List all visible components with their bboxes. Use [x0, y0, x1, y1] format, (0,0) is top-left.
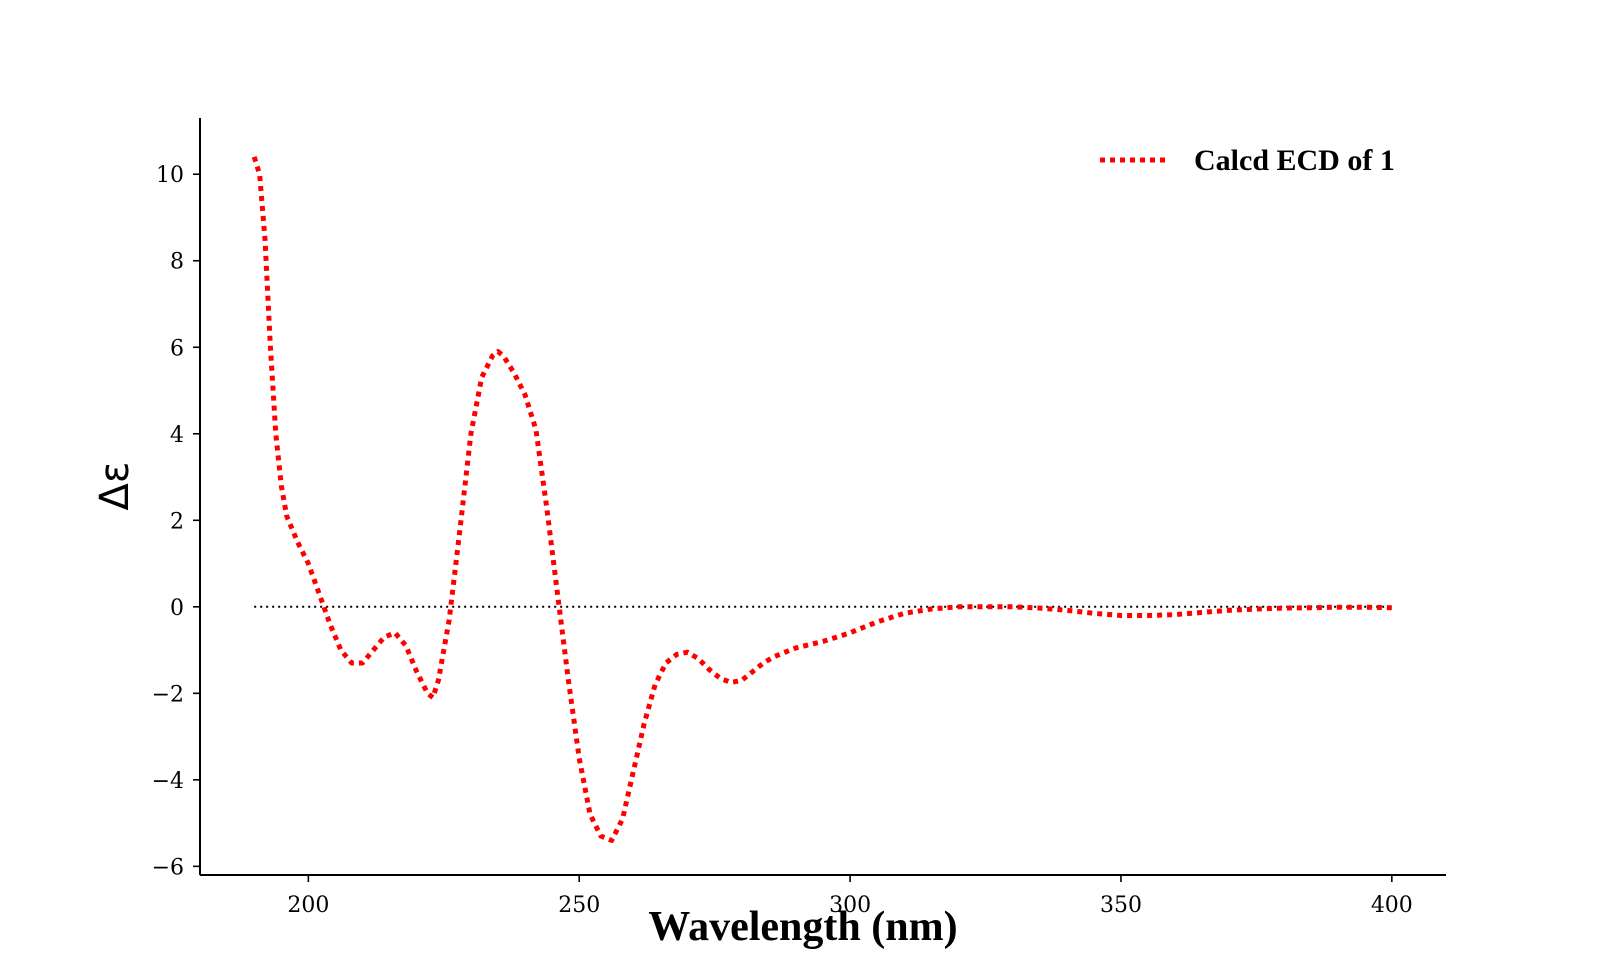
x-axis-title: Wavelength (nm)	[648, 904, 957, 950]
y-tick-label: −2	[152, 682, 184, 707]
y-axis-title: Δε	[92, 462, 138, 511]
x-tick-label: 350	[1100, 893, 1142, 918]
y-tick-label: 8	[170, 250, 184, 275]
series-layer	[251, 156, 1392, 843]
y-tick-label: 0	[170, 596, 184, 621]
y-tick-label: 10	[156, 163, 184, 188]
x-tick-label: 400	[1371, 893, 1413, 918]
x-ticks: 200 250 300 350 400	[287, 875, 1413, 918]
x-tick-label: 200	[287, 893, 329, 918]
y-tick-label: 4	[170, 423, 184, 448]
legend-label-calcd-ecd: Calcd ECD of 1	[1194, 144, 1395, 177]
y-ticks: −6 −4 −2 0 2 4 6 8 10	[152, 163, 200, 880]
axes	[199, 118, 1446, 876]
y-tick-label: 2	[170, 509, 184, 534]
x-tick-label: 300	[829, 893, 871, 918]
series-line-calcd-ecd	[251, 156, 1392, 843]
y-tick-label: −6	[152, 855, 184, 880]
y-tick-label: 6	[170, 336, 184, 361]
legend: Calcd ECD of 1	[1100, 144, 1395, 177]
x-tick-label: 250	[558, 893, 600, 918]
y-tick-label: −4	[152, 769, 184, 794]
